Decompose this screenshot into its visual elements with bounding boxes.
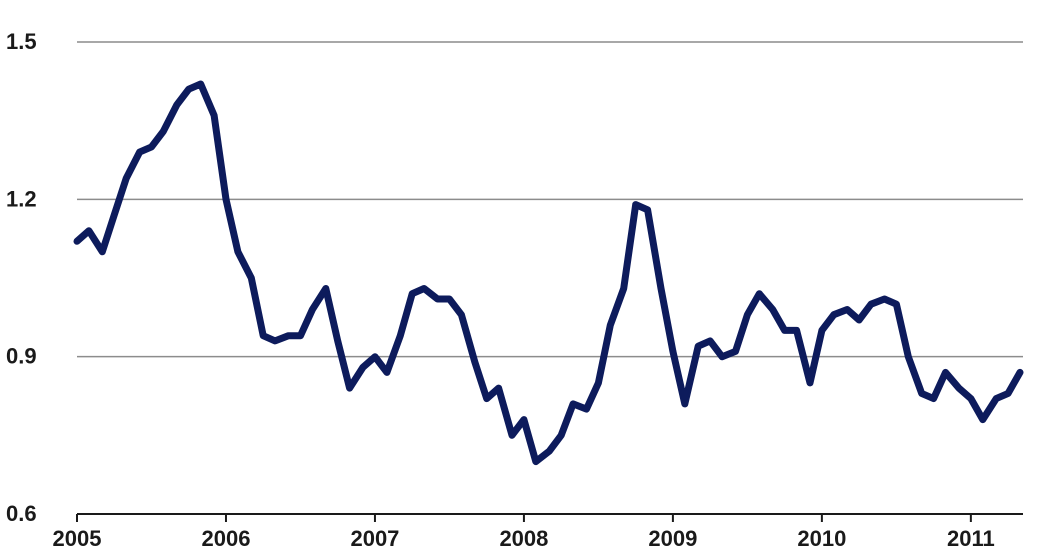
- tick-labels: 0.6 0.9 1.2 1.5 2005 2006 2007 2008 2009 2010 2011: [6, 29, 995, 551]
- x-axis: [76, 513, 1023, 522]
- x-tick-label: 2009: [648, 526, 697, 551]
- series-line-0: [73, 80, 1024, 466]
- y-tick-label: 1.2: [6, 186, 37, 211]
- x-tick-label: 2005: [53, 526, 102, 551]
- series-layer: [73, 80, 1024, 466]
- x-tick-label: 2006: [201, 526, 250, 551]
- x-tick-label: 2008: [499, 526, 548, 551]
- y-tick-label: 0.6: [6, 501, 37, 526]
- x-tick-label: 2011: [947, 526, 995, 551]
- x-tick-label: 2010: [797, 526, 846, 551]
- x-tick-label: 2007: [350, 526, 399, 551]
- gridlines: [77, 41, 1023, 358]
- y-tick-label: 0.9: [6, 344, 37, 369]
- y-tick-label: 1.5: [6, 29, 37, 54]
